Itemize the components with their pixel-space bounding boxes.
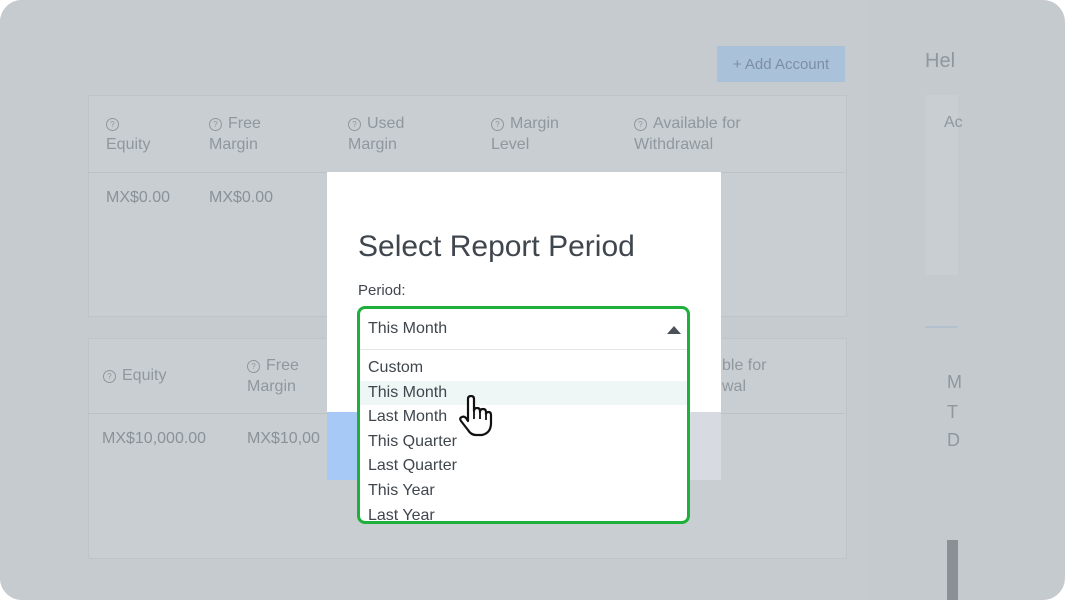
help-card (925, 95, 958, 275)
free-margin-value: MX$0.00 (209, 189, 274, 206)
header-available-withdrawal: ? Available for Withdrawal (634, 115, 741, 153)
add-account-button[interactable]: + Add Account (717, 46, 845, 82)
period-select-value[interactable]: This Month (360, 309, 687, 350)
modal-title: Select Report Period (358, 230, 635, 263)
help-icon[interactable]: ? (103, 370, 116, 383)
header-free-margin: ? Free Margin (209, 115, 261, 153)
help-line: D (947, 430, 960, 450)
header-margin-level: ? Margin Level (491, 115, 559, 153)
period-select[interactable]: This Month Custom This Month Last Month … (357, 306, 690, 524)
selected-value: This Month (368, 320, 448, 337)
option-last-quarter[interactable]: Last Quarter (368, 457, 457, 475)
help-line: M (947, 372, 962, 392)
help-icon[interactable]: ? (348, 118, 361, 131)
period-options-list: Custom This Month Last Month This Quarte… (360, 350, 687, 524)
header-equity: ? Equity (106, 118, 151, 153)
header-equity: ? Equity (103, 365, 166, 386)
help-icon[interactable]: ? (209, 118, 222, 131)
divider (925, 326, 958, 328)
caret-up-icon[interactable] (667, 326, 681, 334)
equity-value: MX$0.00 (106, 189, 171, 206)
header-available-withdrawal: ble for wal (722, 357, 767, 395)
cancel-button[interactable] (690, 412, 721, 480)
help-line: T (947, 402, 958, 422)
help-panel: Hel Ac M T D (925, 0, 963, 600)
header-used-margin: ? Used Margin (348, 115, 405, 153)
option-last-month[interactable]: Last Month (368, 408, 448, 426)
header-free-margin: ? Free Margin (247, 357, 299, 395)
help-icon[interactable]: ? (491, 118, 504, 131)
option-this-month[interactable]: This Month (360, 380, 687, 406)
help-icon[interactable]: ? (634, 118, 647, 131)
option-this-quarter[interactable]: This Quarter (368, 432, 457, 450)
help-item[interactable]: Ac (944, 114, 963, 131)
hand-pointer-icon (459, 395, 493, 437)
help-icon[interactable]: ? (247, 360, 260, 373)
help-icon[interactable]: ? (106, 118, 119, 131)
help-title: Hel (925, 50, 956, 72)
help-image (947, 540, 958, 600)
free-margin-value: MX$10,00 (247, 430, 320, 447)
equity-value: MX$10,000.00 (102, 430, 207, 447)
period-label: Period: (358, 282, 406, 299)
option-this-year[interactable]: This Year (368, 481, 435, 499)
option-custom[interactable]: Custom (368, 359, 424, 376)
option-last-year[interactable]: Last Year (368, 506, 435, 524)
